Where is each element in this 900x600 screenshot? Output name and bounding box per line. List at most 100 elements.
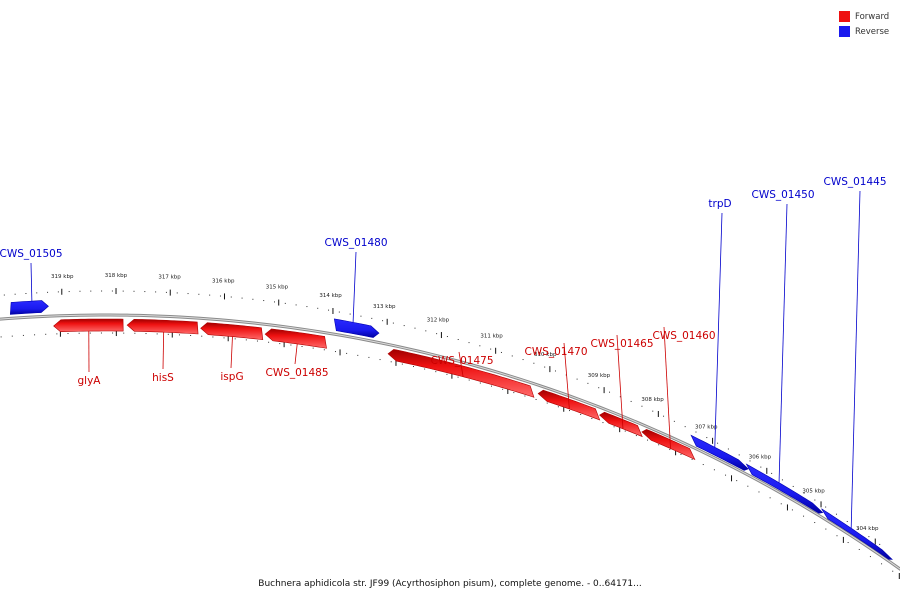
gene-label-cws-01470[interactable]: CWS_01470: [524, 346, 587, 358]
gene-label-ispg[interactable]: ispG: [220, 371, 243, 383]
ring-dot: [317, 307, 319, 309]
gene-label-cws-01465[interactable]: CWS_01465: [590, 338, 653, 350]
ring-dot: [522, 359, 524, 361]
ring-dot: [624, 430, 626, 432]
gene-arrow-cws-01460[interactable]: [641, 429, 696, 461]
gene-label-glya[interactable]: glyA: [78, 375, 102, 387]
gene-label-cws-01475[interactable]: CWS_01475: [430, 355, 493, 367]
gene-label-cws-01485[interactable]: CWS_01485: [265, 367, 328, 379]
ring-dot: [879, 543, 881, 545]
ring-dot: [780, 503, 782, 505]
gene-leader-line: [162, 332, 165, 370]
ring-dot: [312, 347, 314, 349]
ring-dot: [368, 356, 370, 358]
forward-swatch: [839, 11, 850, 22]
kbp-label: 319 kbp: [51, 274, 74, 280]
ring-dot: [702, 464, 704, 466]
ring-dot: [165, 291, 167, 293]
gene-label-cws-01460[interactable]: CWS_01460: [652, 330, 715, 342]
gene-arrow-glya[interactable]: [53, 318, 124, 333]
gene-label-trpd[interactable]: trpD: [708, 198, 731, 210]
gene-label-cws-01445[interactable]: CWS_01445: [823, 176, 886, 188]
ring-dot: [502, 388, 504, 390]
ring-dot: [858, 548, 860, 550]
gene-arrow-cws-01475[interactable]: [387, 349, 535, 398]
ring-dot: [0, 336, 2, 338]
ring-dot: [123, 332, 125, 334]
gene-arrow-ispg[interactable]: [200, 322, 264, 341]
ring-dot: [223, 337, 225, 339]
ring-dot: [609, 391, 611, 393]
ring-dot: [468, 379, 470, 381]
ring-dot: [414, 327, 416, 329]
ring-dot: [857, 528, 859, 530]
gene-label-cws-01505[interactable]: CWS_01505: [0, 248, 63, 260]
ring-dot: [334, 351, 336, 353]
ring-dot: [836, 535, 838, 537]
gene-arrow-trpd[interactable]: [690, 434, 749, 471]
gene-label-cws-01450[interactable]: CWS_01450: [751, 189, 814, 201]
ring-dot: [630, 400, 632, 402]
kbp-label: 316 kbp: [212, 278, 235, 284]
ring-dot: [717, 442, 719, 444]
ring-dot: [613, 426, 615, 428]
ring-dot: [457, 339, 459, 341]
ring-dot: [803, 515, 805, 517]
ring-dot: [3, 294, 5, 296]
ring-dot: [36, 292, 38, 294]
gene-leader-line: [30, 262, 33, 302]
ring-dot: [14, 293, 16, 295]
ring-dot: [155, 291, 157, 293]
gene-arrow-cws-01485[interactable]: [264, 328, 327, 349]
ring-dot: [101, 290, 103, 292]
gene-label-hiss[interactable]: hisS: [152, 372, 174, 384]
ring-dot: [234, 338, 236, 340]
forward-label: Forward: [855, 11, 890, 22]
gene-arrow-cws-01450[interactable]: [745, 463, 824, 514]
gene-arrow-cws-01445[interactable]: [821, 508, 893, 560]
ring-dot: [268, 341, 270, 343]
ring-dot: [167, 333, 169, 335]
ring-dot: [252, 298, 254, 300]
ring-dot: [274, 301, 275, 303]
kbp-label: 318 kbp: [105, 273, 128, 279]
ring-dot: [323, 349, 325, 351]
gene-arrow-cws-01480[interactable]: [333, 318, 380, 338]
ring-dot: [673, 420, 675, 422]
ring-dot: [379, 359, 381, 361]
ring-dot: [263, 300, 265, 302]
ring-dot: [491, 385, 492, 387]
ring-dot: [156, 333, 158, 335]
gene-arrow-cws-01505[interactable]: [9, 300, 49, 315]
gene-leader-line: [616, 334, 624, 429]
ring-dot: [212, 336, 214, 338]
kbp-label: 310 kbp: [534, 352, 557, 358]
ring-dot: [412, 366, 414, 368]
gene-leader-line: [778, 203, 788, 483]
ring-dot: [176, 292, 178, 294]
genome-backbone-highlight: [0, 314, 900, 570]
ring-dot: [544, 366, 546, 368]
ring-dot: [209, 294, 211, 296]
ring-dot: [301, 346, 303, 348]
ring-dot: [814, 522, 816, 524]
kbp-label: 305 kbp: [802, 488, 825, 494]
gene-arrow-cws-01465[interactable]: [599, 411, 643, 438]
ring-dot: [803, 492, 805, 494]
ring-dot: [241, 297, 243, 299]
ring-dot: [56, 333, 58, 335]
ring-dot: [771, 472, 773, 474]
ring-dot: [57, 291, 59, 293]
gene-label-cws-01480[interactable]: CWS_01480: [324, 237, 387, 249]
ring-dot: [360, 315, 362, 317]
ring-dot: [47, 291, 49, 293]
gene-leader-line: [458, 351, 464, 377]
gene-arrow-hiss[interactable]: [126, 318, 199, 335]
ring-dot: [635, 435, 637, 437]
ring-dot: [256, 340, 258, 342]
legend-forward: Forward: [839, 9, 900, 24]
ring-dot: [111, 290, 113, 292]
gene-leader-line: [714, 212, 723, 448]
ring-dot: [835, 513, 837, 515]
